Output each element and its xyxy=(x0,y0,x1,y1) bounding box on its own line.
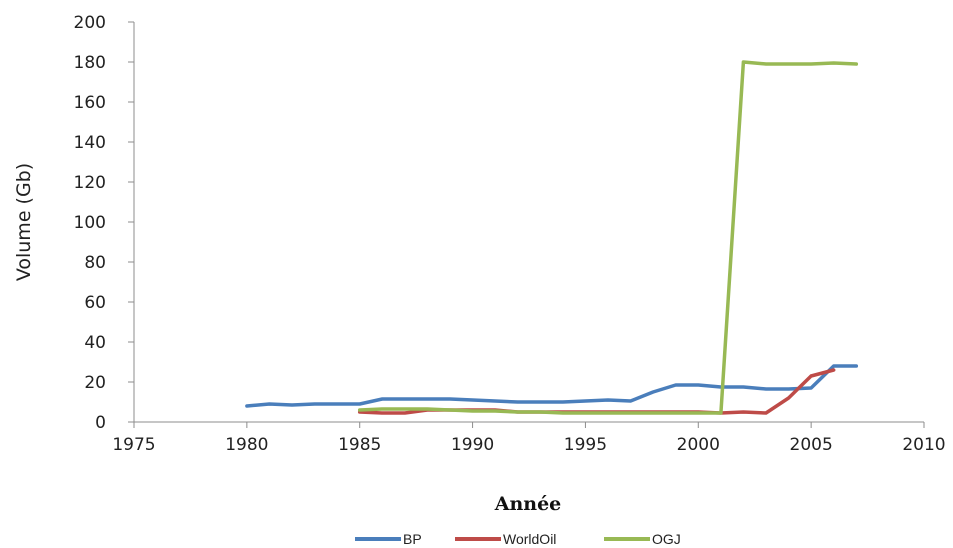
series-line-worldoil xyxy=(357,368,836,415)
x-tick-label: 1980 xyxy=(225,435,268,455)
x-axis-title: Année xyxy=(494,493,562,515)
legend-label-worldoil: WorldOil xyxy=(503,531,556,547)
legend-label-ogj: OGJ xyxy=(652,531,681,547)
legend: BP WorldOil OGJ xyxy=(355,531,681,547)
x-tick-label: 2005 xyxy=(790,435,833,455)
y-tick-label: 0 xyxy=(95,413,106,433)
y-tick-label: 200 xyxy=(74,13,106,33)
legend-label-bp: BP xyxy=(403,531,422,547)
y-tick-label: 120 xyxy=(74,173,106,193)
y-tick-labels: 0 20 40 60 80 100 120 140 160 180 200 xyxy=(74,13,106,433)
y-tick-label: 160 xyxy=(74,93,106,113)
x-tick-label: 2010 xyxy=(902,435,945,455)
y-tick-label: 140 xyxy=(74,133,106,153)
y-tick-label: 80 xyxy=(84,253,106,273)
series-lines xyxy=(245,60,859,415)
x-tick-label: 1995 xyxy=(564,435,607,455)
y-tick-label: 100 xyxy=(74,213,106,233)
y-axis-title: Volume (Gb) xyxy=(13,163,35,281)
x-tick-label: 1975 xyxy=(112,435,155,455)
y-tick-label: 40 xyxy=(84,333,106,353)
axes xyxy=(128,21,925,428)
x-tick-label: 1990 xyxy=(451,435,494,455)
series-line-ogj xyxy=(357,60,859,415)
y-tick-label: 180 xyxy=(74,53,106,73)
x-tick-labels: 1975 1980 1985 1990 1995 2000 2005 2010 xyxy=(112,435,945,455)
y-tick-label: 20 xyxy=(84,373,106,393)
y-tick-label: 60 xyxy=(84,293,106,313)
x-tick-label: 2000 xyxy=(677,435,720,455)
x-tick-label: 1985 xyxy=(338,435,381,455)
series-line-bp xyxy=(245,364,859,408)
